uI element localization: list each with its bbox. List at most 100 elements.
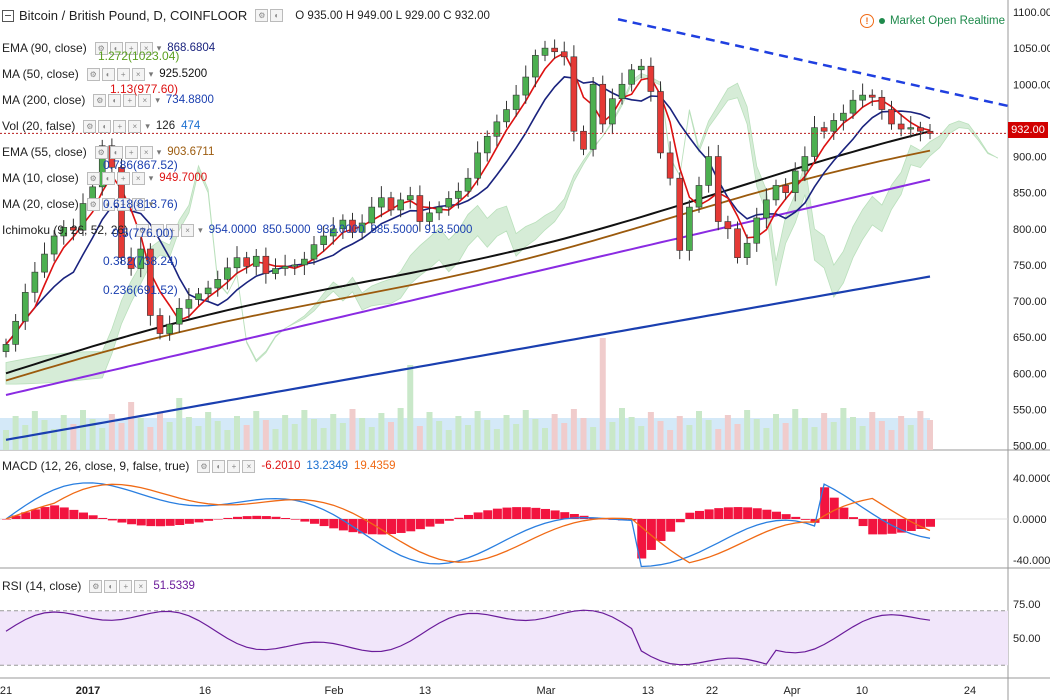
close-icon[interactable]: × xyxy=(134,579,148,593)
indicator-row[interactable]: EMA (90, close) ⚙ ◐ + × ▾ 868.6804 xyxy=(2,40,215,56)
macd-histogram-bar xyxy=(502,507,512,519)
settings-icon[interactable]: ⚙ xyxy=(86,197,100,211)
warning-icon[interactable]: ! xyxy=(859,14,874,28)
add-icon[interactable]: + xyxy=(116,171,130,185)
chevron-down-icon[interactable]: ▾ xyxy=(145,120,150,131)
settings-icon[interactable]: ⚙ xyxy=(86,171,100,185)
volume-bar xyxy=(580,418,587,450)
rsi-controls: ⚙ ◐ + × xyxy=(89,579,148,593)
hide-icon[interactable]: ◐ xyxy=(101,197,115,211)
indicator-row[interactable]: MA (10, close) ⚙ ◐ + × ▾ 949.7000 xyxy=(2,170,207,186)
hide-icon[interactable]: ◐ xyxy=(109,145,123,159)
add-icon[interactable]: + xyxy=(227,459,241,473)
add-icon[interactable]: + xyxy=(123,93,137,107)
volume-bar xyxy=(3,430,9,450)
close-icon[interactable]: × xyxy=(138,93,152,107)
settings-icon[interactable]: ⚙ xyxy=(197,459,211,473)
macd-histogram-bar xyxy=(415,519,425,530)
close-icon[interactable]: × xyxy=(131,197,145,211)
candle-body xyxy=(455,190,462,199)
indicator-row[interactable]: Vol (20, false) ⚙ ◐ + × ▾ 126 474 xyxy=(2,118,200,134)
volume-bar xyxy=(869,412,876,450)
market-status[interactable]: ! Market Open Realtime xyxy=(859,14,1005,28)
macd-histogram-bar xyxy=(541,508,550,519)
hide-icon[interactable]: ◐ xyxy=(151,223,165,237)
add-icon[interactable]: + xyxy=(166,223,180,237)
macd-histogram-bar xyxy=(396,519,406,533)
rsi-legend[interactable]: RSI (14, close) ⚙ ◐ + × 51.5339 xyxy=(2,578,195,594)
settings-icon[interactable]: ⚙ xyxy=(94,41,108,55)
candle-body xyxy=(262,255,270,274)
rsi-line xyxy=(5,609,931,666)
chevron-down-icon[interactable]: ▾ xyxy=(156,42,162,53)
chevron-down-icon[interactable]: ▾ xyxy=(148,172,154,183)
hide-icon[interactable]: ◐ xyxy=(109,41,123,55)
macd-value-1: -6.2010 xyxy=(261,460,301,472)
macd-histogram-bar xyxy=(550,510,560,519)
close-icon[interactable]: × xyxy=(139,41,153,55)
add-icon[interactable]: + xyxy=(116,67,130,81)
settings-icon[interactable]: ⚙ xyxy=(89,579,103,593)
volume-bar xyxy=(455,416,462,450)
candle-body xyxy=(676,177,684,251)
volume-bar xyxy=(397,408,404,450)
add-icon[interactable]: + xyxy=(113,119,127,133)
candle-body xyxy=(50,235,58,255)
close-icon[interactable]: × xyxy=(131,67,145,81)
chevron-down-icon[interactable]: ▾ xyxy=(156,146,162,157)
chevron-down-icon[interactable]: ▾ xyxy=(148,198,154,209)
add-icon[interactable]: + xyxy=(119,579,133,593)
volume-bar xyxy=(773,414,779,450)
hide-icon[interactable]: ◐ xyxy=(212,459,226,473)
candle-body xyxy=(156,315,164,334)
hide-icon[interactable]: ◐ xyxy=(101,171,115,185)
chevron-down-icon[interactable]: ▾ xyxy=(198,224,203,235)
volume-bar xyxy=(792,409,799,450)
settings-icon[interactable]: ⚙ xyxy=(86,67,100,81)
indicator-row[interactable]: MA (20, close) ⚙ ◐ + × ▾ xyxy=(2,196,159,212)
close-icon[interactable]: × xyxy=(128,119,142,133)
hide-icon[interactable]: ◐ xyxy=(270,9,284,22)
close-icon[interactable]: × xyxy=(139,145,153,159)
volume-bar xyxy=(51,429,58,450)
indicator-row[interactable]: EMA (55, close) ⚙ ◐ + × ▾ 903.6711 xyxy=(2,144,214,160)
settings-icon[interactable]: ⚙ xyxy=(136,223,150,237)
volume-bar xyxy=(157,413,163,450)
macd-histogram-bar xyxy=(127,519,137,525)
settings-icon[interactable]: ⚙ xyxy=(255,9,269,22)
collapse-icon[interactable] xyxy=(2,9,14,22)
chevron-down-icon[interactable]: ▾ xyxy=(155,94,160,105)
candle-body xyxy=(695,185,703,208)
macd-histogram-bar xyxy=(512,507,522,519)
chevron-down-icon[interactable]: ▾ xyxy=(148,68,154,79)
date-tick-label: Feb xyxy=(325,685,344,697)
price-tick-label: 750.00 xyxy=(1013,260,1047,272)
settings-icon[interactable]: ⚙ xyxy=(83,119,97,133)
indicator-row[interactable]: MA (200, close) ⚙ ◐ + × ▾ 734.8800 xyxy=(2,92,214,108)
indicator-row[interactable]: MA (50, close) ⚙ ◐ + × ▾ 925.5200 xyxy=(2,66,207,82)
macd-histogram-bar xyxy=(204,519,214,521)
macd-histogram-bar xyxy=(107,519,117,521)
macd-histogram-bar xyxy=(338,519,348,531)
close-icon[interactable]: × xyxy=(131,171,145,185)
volume-bar xyxy=(551,414,558,450)
add-icon[interactable]: + xyxy=(124,145,138,159)
add-icon[interactable]: + xyxy=(124,41,138,55)
candle-body xyxy=(820,127,828,132)
hide-icon[interactable]: ◐ xyxy=(98,119,112,133)
macd-legend[interactable]: MACD (12, 26, close, 9, false, true) ⚙ ◐… xyxy=(2,458,396,474)
add-icon[interactable]: + xyxy=(116,197,130,211)
close-icon[interactable]: × xyxy=(242,459,256,473)
volume-bar xyxy=(917,411,924,450)
volume-bar xyxy=(359,418,366,450)
hide-icon[interactable]: ◐ xyxy=(101,67,115,81)
settings-icon[interactable]: ⚙ xyxy=(94,145,108,159)
settings-icon[interactable]: ⚙ xyxy=(93,93,107,107)
hide-icon[interactable]: ◐ xyxy=(108,93,122,107)
macd-histogram-bar xyxy=(743,507,753,519)
hide-icon[interactable]: ◐ xyxy=(104,579,118,593)
close-icon[interactable]: × xyxy=(181,223,195,237)
indicator-row[interactable]: Ichimoku (9, 26, 52, 26) ⚙ ◐ + × ▾ 954.0000 850… xyxy=(2,222,472,238)
